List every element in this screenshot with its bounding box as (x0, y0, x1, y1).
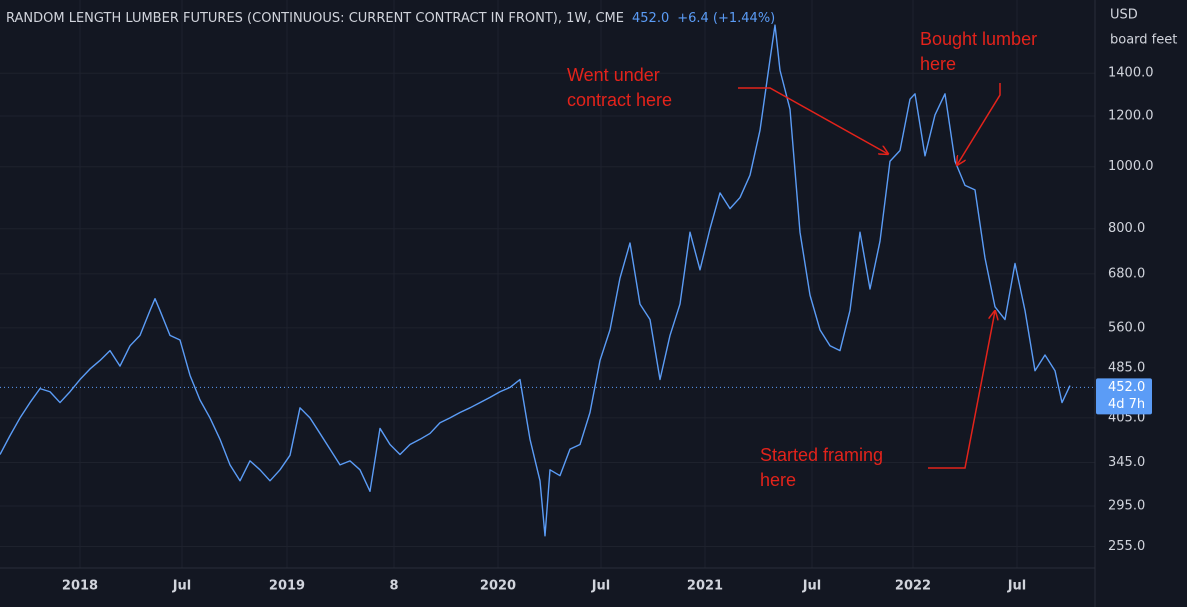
annotation: Went under (567, 65, 660, 85)
y-tick-label: 1000.0 (1108, 159, 1154, 174)
price-tag-countdown: 4d 7h (1108, 397, 1145, 412)
y-tick-label: 1400.0 (1108, 66, 1154, 81)
y-tick-label: 485.0 (1108, 360, 1145, 375)
y-tick-label: 255.0 (1108, 539, 1145, 554)
chart-title: RANDOM LENGTH LUMBER FUTURES (CONTINUOUS… (6, 11, 624, 26)
annotation: Bought lumber (920, 29, 1037, 49)
x-tick-label: 2019 (269, 579, 305, 594)
y-tick-label: 560.0 (1108, 320, 1145, 335)
arrows (738, 83, 1001, 469)
y-tick-label: 680.0 (1108, 266, 1145, 281)
price-line (0, 24, 1071, 537)
arrow (738, 87, 888, 154)
annotation: here (760, 470, 796, 490)
x-tick-label: 2022 (895, 579, 931, 594)
price-tag-value: 452.0 (1108, 380, 1145, 395)
y-axis-label: USD (1110, 8, 1138, 23)
annotation: contract here (567, 90, 672, 110)
header: RANDOM LENGTH LUMBER FUTURES (CONTINUOUS… (6, 11, 775, 26)
x-tick-label: Jul (802, 579, 822, 594)
x-tick-label: Jul (1007, 579, 1027, 594)
header-price: 452.0 (632, 11, 669, 26)
annotation: here (920, 54, 956, 74)
x-tick-label: 8 (389, 579, 398, 594)
arrow (957, 83, 1001, 165)
header-change: +6.4 (+1.44%) (677, 11, 775, 26)
y-axis-label: board feet (1110, 33, 1177, 48)
x-tick-label: Jul (591, 579, 611, 594)
x-tick-label: Jul (172, 579, 192, 594)
y-tick-label: 295.0 (1108, 498, 1145, 513)
x-tick-label: 2020 (480, 579, 516, 594)
arrow (928, 311, 995, 469)
plot (0, 24, 1095, 537)
y-tick-label: 1200.0 (1108, 109, 1154, 124)
y-tick-label: 800.0 (1108, 221, 1145, 236)
annotation: Started framing (760, 445, 883, 465)
y-tick-label: 345.0 (1108, 455, 1145, 470)
grid (0, 0, 1095, 568)
price-tag (1096, 378, 1152, 415)
x-tick-label: 2018 (62, 579, 98, 594)
x-tick-label: 2021 (687, 579, 723, 594)
